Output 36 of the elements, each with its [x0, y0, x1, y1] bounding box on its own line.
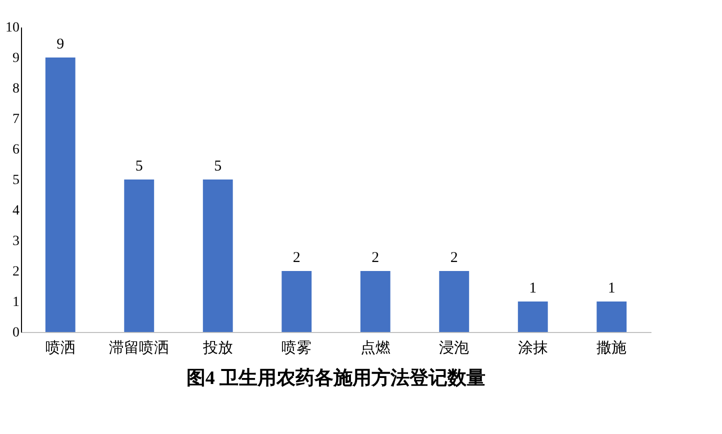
y-tick-label: 10 — [6, 20, 20, 36]
bar — [282, 271, 312, 332]
bar — [202, 180, 233, 332]
y-tick-label: 2 — [12, 264, 20, 280]
x-tick-label: 投放 — [202, 340, 233, 356]
y-tick-label: 5 — [12, 173, 20, 188]
y-tick-label: 4 — [12, 204, 20, 218]
data-label: 2 — [450, 250, 458, 266]
bar — [439, 271, 470, 332]
data-label: 5 — [135, 158, 143, 174]
bar — [45, 58, 76, 332]
x-tick-label: 涂抹 — [518, 340, 548, 356]
y-tick-label: 3 — [12, 234, 20, 249]
y-tick-label: 1 — [12, 295, 20, 310]
bar — [596, 302, 627, 332]
y-tick-label: 0 — [12, 326, 20, 340]
bar — [518, 302, 548, 332]
bar — [360, 271, 390, 332]
x-tick-label: 撒施 — [596, 340, 627, 356]
data-label: 2 — [372, 250, 380, 266]
x-tick-label: 点燃 — [360, 340, 390, 356]
y-tick-label: 8 — [12, 82, 20, 96]
y-tick-label: 6 — [12, 142, 20, 158]
data-label: 1 — [529, 280, 537, 296]
x-tick-label: 浸泡 — [439, 340, 470, 356]
x-tick-label: 滞留喷洒 — [109, 340, 170, 356]
data-label: 5 — [214, 158, 222, 174]
y-tick-label: 9 — [12, 51, 20, 66]
y-tick-label: 7 — [12, 112, 20, 127]
text: 图4 卫生用农药各施用方法登记数量 — [186, 367, 486, 389]
bar — [124, 180, 154, 332]
data-label: 1 — [608, 280, 616, 296]
data-label: 2 — [292, 250, 300, 266]
x-tick-label: 喷洒 — [45, 340, 76, 356]
data-label: 9 — [56, 36, 64, 52]
x-tick-label: 喷雾 — [282, 340, 312, 356]
